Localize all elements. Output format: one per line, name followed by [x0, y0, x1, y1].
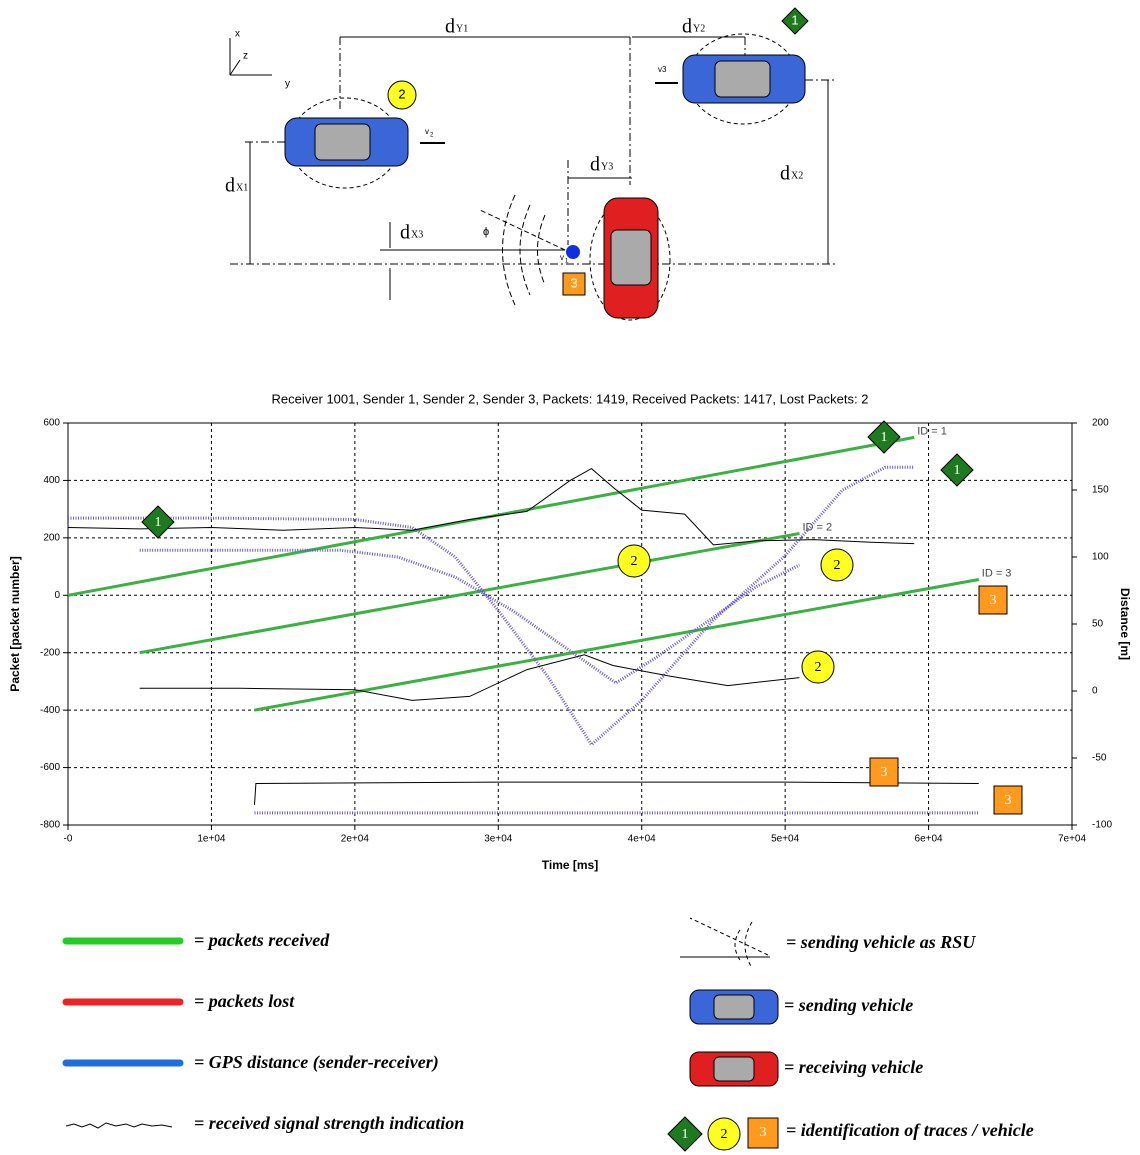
legend-swatch — [66, 1123, 172, 1128]
distance-label: d — [225, 175, 235, 197]
y-axis-label: Packet [packet number] — [8, 556, 22, 691]
y2-tick-label: -100 — [1092, 820, 1112, 831]
y-tick-label: -200 — [40, 647, 60, 658]
red-car — [590, 198, 670, 320]
id-label: 1 — [881, 430, 888, 445]
legend-id-label: 1 — [682, 1127, 689, 1142]
series-line — [255, 580, 979, 711]
y2-tick-label: 150 — [1092, 485, 1109, 496]
series-line — [68, 467, 914, 744]
distance-label: d — [590, 154, 600, 176]
x-tick-label: 6e+04 — [915, 834, 944, 845]
legend-text: = GPS distance (sender-receiver) — [194, 1052, 439, 1073]
x-tick-label: 2e+04 — [341, 834, 370, 845]
axis-label: y — [285, 79, 290, 90]
y-tick-label: 400 — [43, 475, 60, 486]
distance-label: d — [400, 222, 410, 244]
legend-text: = receiving vehicle — [784, 1057, 923, 1077]
y2-axis-label: Distance [m] — [1118, 588, 1132, 660]
legend-car — [714, 995, 754, 1019]
series-line — [140, 534, 800, 653]
id-label: 3 — [990, 593, 997, 608]
velocity-label: v — [425, 127, 429, 136]
series-label: ID = 2 — [802, 521, 832, 533]
y2-tick-label: -50 — [1092, 753, 1107, 764]
id-label: 2 — [815, 660, 822, 675]
y2-tick-label: 100 — [1092, 552, 1109, 563]
legend-text: = packets lost — [194, 991, 295, 1011]
y-tick-label: -800 — [40, 820, 60, 831]
x-tick-label: 3e+04 — [484, 834, 513, 845]
diagram — [230, 8, 835, 320]
chart-title: Receiver 1001, Sender 1, Sender 2, Sende… — [272, 391, 869, 406]
id-label: 2 — [834, 558, 841, 573]
axis-label: z — [243, 51, 248, 62]
distance-subscript: Y2 — [693, 23, 705, 34]
legend-id-label: 2 — [721, 1127, 728, 1142]
plot-frame — [68, 423, 1072, 825]
legend-text: = packets received — [194, 930, 330, 950]
id-label: 3 — [881, 765, 888, 780]
x-tick-label: -0 — [64, 834, 73, 845]
legend-text: = received signal strength indication — [194, 1113, 464, 1133]
legend-rsu — [680, 918, 770, 968]
axis-label: x — [235, 29, 240, 40]
blue-car — [683, 34, 805, 124]
legend-text: = sending vehicle as RSU — [786, 932, 976, 952]
distance-subscript: Y3 — [601, 161, 613, 172]
velocity-label: v3 — [658, 65, 667, 74]
legend-car — [714, 1057, 754, 1081]
y2-tick-label: 50 — [1092, 619, 1104, 630]
id-label: 1 — [954, 463, 961, 478]
series-line — [140, 655, 800, 701]
x-axis-label: Time [ms] — [542, 858, 598, 872]
velocity-subscript: 2 — [430, 133, 434, 139]
distance-label: d — [780, 163, 790, 185]
angle-label: ϕ — [483, 226, 489, 238]
id-label: 2 — [631, 554, 638, 569]
y-tick-label: 600 — [43, 418, 60, 429]
angle-arrow — [480, 210, 565, 250]
rsu-dot — [566, 245, 580, 259]
series-line — [140, 550, 800, 683]
y-tick-label: -600 — [40, 762, 60, 773]
id-label: 1 — [155, 515, 162, 530]
x-tick-label: 1e+04 — [197, 834, 226, 845]
series-label: ID = 3 — [982, 567, 1012, 579]
distance-subscript: X1 — [236, 182, 248, 193]
id-label: 3 — [570, 275, 577, 290]
distance-subscript: Y1 — [456, 23, 468, 34]
legend-id-label: 3 — [760, 1125, 767, 1140]
y2-tick-label: 200 — [1092, 418, 1109, 429]
legend-text: = identification of traces / vehicle — [786, 1120, 1034, 1140]
distance-label: d — [682, 16, 692, 38]
id-label: 2 — [398, 86, 405, 101]
x-tick-label: 4e+04 — [628, 834, 657, 845]
legend-text: = sending vehicle — [784, 995, 913, 1015]
y-tick-label: -400 — [40, 705, 60, 716]
id-label: 1 — [791, 12, 798, 27]
y-tick-label: 0 — [54, 590, 60, 601]
y2-tick-label: 0 — [1092, 686, 1098, 697]
distance-label: d — [445, 16, 455, 38]
legend: 1 2 3 = packets received = packets lost … — [66, 918, 1034, 1151]
id-label: 3 — [1005, 793, 1012, 808]
velocity-label: v — [560, 253, 564, 262]
page: x z y 1 2 3 ϕ dY1dY2dY3dX1dX2dX3v2v1v3 R… — [0, 0, 1140, 1155]
distance-subscript: X3 — [411, 229, 423, 240]
y-tick-label: 200 — [43, 532, 60, 543]
x-tick-label: 5e+04 — [771, 834, 800, 845]
axis-arrow — [230, 60, 240, 75]
x-tick-label: 7e+04 — [1058, 834, 1087, 845]
distance-subscript: X2 — [791, 170, 803, 181]
blue-car — [285, 98, 408, 188]
series-label: ID = 1 — [917, 425, 947, 437]
